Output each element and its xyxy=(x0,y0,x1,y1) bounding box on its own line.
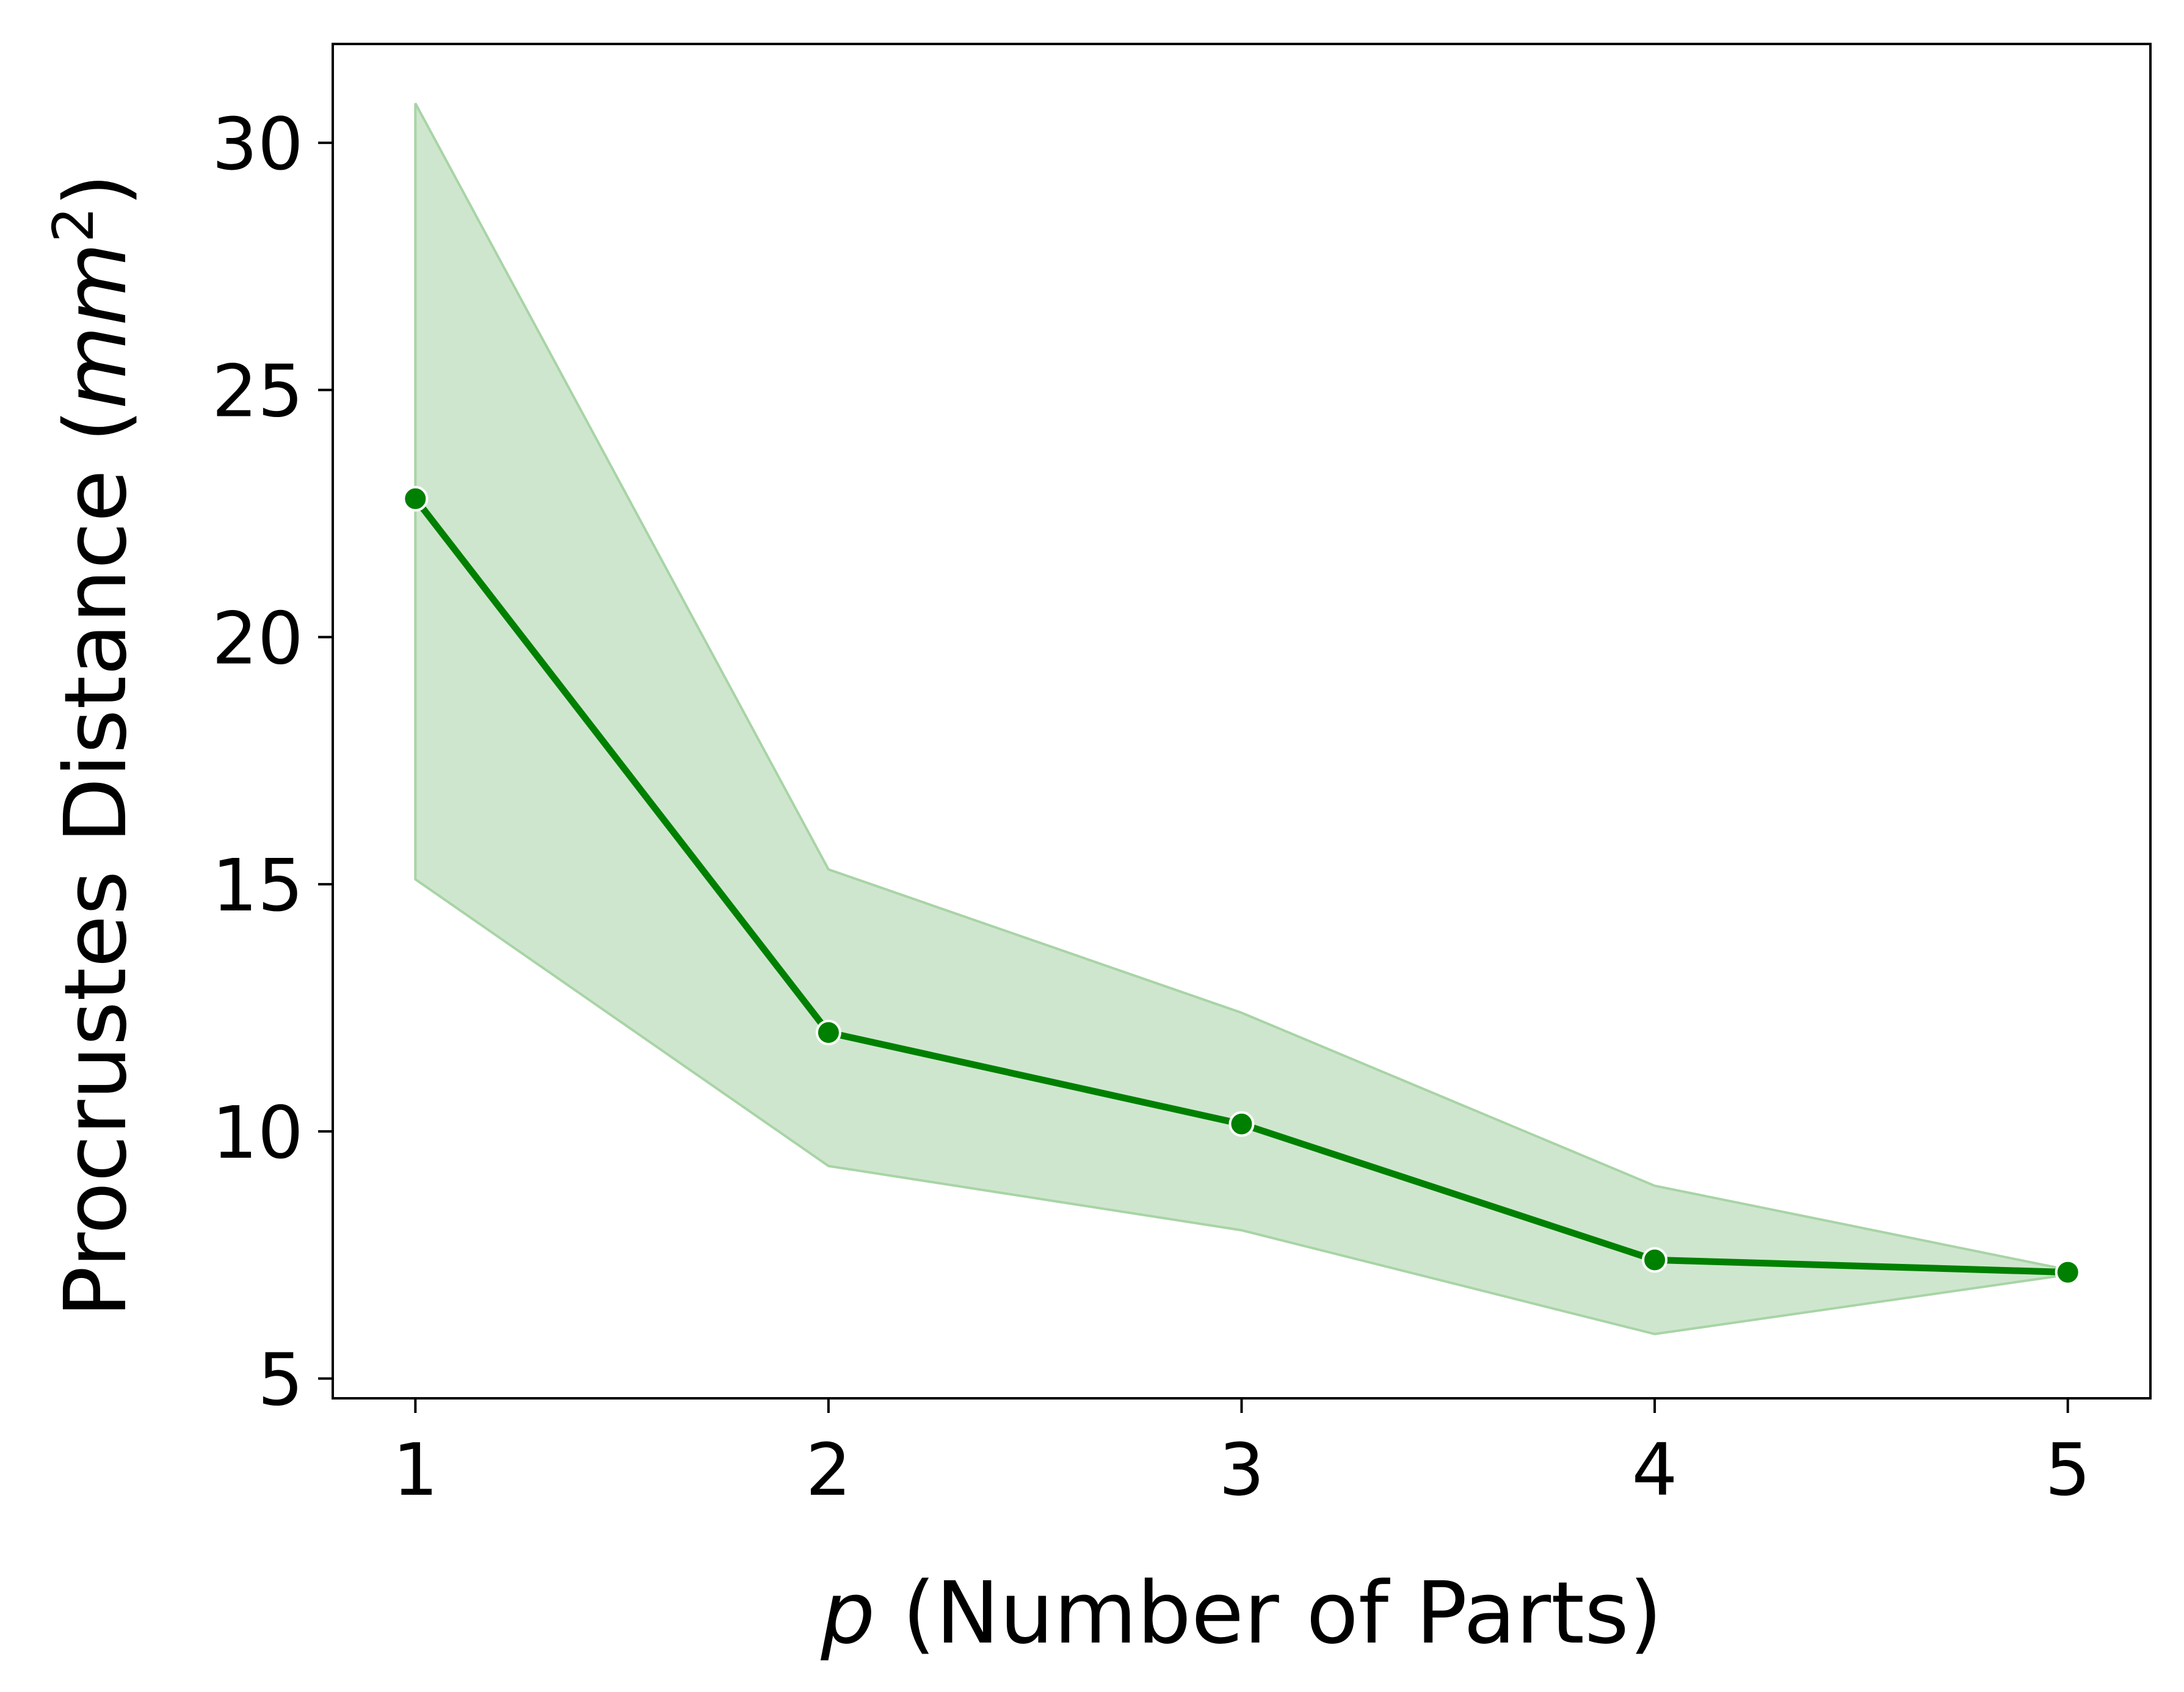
data-point xyxy=(1228,1111,1255,1137)
y-axis-label-prefix: Procrustes Distance ( xyxy=(46,409,146,1318)
y-tick-label: 10 xyxy=(212,1091,303,1175)
x-tick-label: 2 xyxy=(805,1428,851,1512)
x-tick-label: 5 xyxy=(2045,1428,2091,1512)
data-point xyxy=(1642,1247,1668,1273)
x-axis: 1 2 3 4 5 xyxy=(393,1398,2091,1512)
data-point xyxy=(815,1019,841,1045)
data-point xyxy=(2055,1259,2081,1285)
y-tick-label: 20 xyxy=(212,596,303,680)
y-axis-label-sup: 2 xyxy=(41,207,106,243)
plot-marks xyxy=(402,103,2081,1335)
data-point xyxy=(402,485,429,512)
y-axis-label: Procrustes Distance (mm2) xyxy=(41,173,147,1318)
y-tick-label: 15 xyxy=(212,843,303,928)
y-axis-label-var: mm xyxy=(46,242,146,409)
x-axis-label-var: p xyxy=(820,1564,875,1663)
y-tick-label: 25 xyxy=(212,349,303,434)
x-tick-label: 4 xyxy=(1632,1428,1678,1512)
y-tick-label: 5 xyxy=(258,1338,303,1422)
x-tick-label: 3 xyxy=(1219,1428,1264,1512)
y-axis: 5 10 15 20 25 30 xyxy=(212,102,333,1422)
confidence-band-0 xyxy=(414,103,2069,1335)
x-axis-label: p (Number of Parts) xyxy=(820,1564,1662,1663)
y-tick-label: 30 xyxy=(212,102,303,186)
x-axis-label-text: (Number of Parts) xyxy=(875,1564,1662,1663)
x-tick-label: 1 xyxy=(393,1428,438,1512)
y-axis-label-suffix: ) xyxy=(46,173,146,207)
